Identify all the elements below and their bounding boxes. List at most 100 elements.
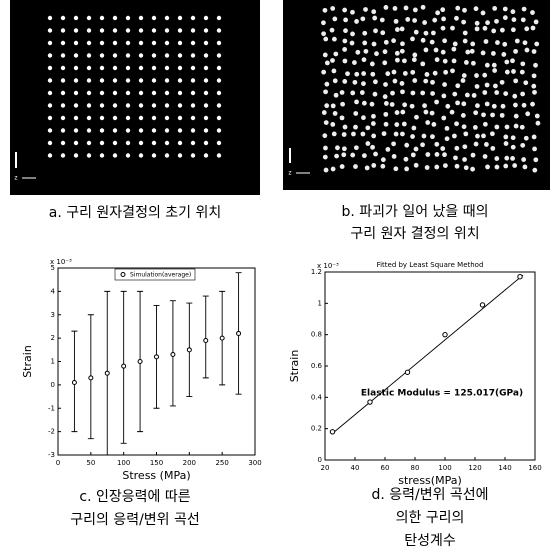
atom xyxy=(494,19,499,24)
atom xyxy=(48,128,52,132)
atom xyxy=(534,20,539,25)
atom xyxy=(74,91,78,95)
atom xyxy=(370,145,375,150)
atom xyxy=(513,78,518,83)
atom xyxy=(400,110,405,115)
atom xyxy=(355,50,360,55)
atom xyxy=(332,69,337,74)
atom xyxy=(217,78,221,82)
atom xyxy=(462,157,467,162)
atom xyxy=(422,103,427,108)
atom xyxy=(191,153,195,157)
atom xyxy=(410,37,415,42)
point xyxy=(122,364,126,368)
atom xyxy=(350,32,355,37)
atom xyxy=(390,102,395,107)
atom xyxy=(48,141,52,145)
atom xyxy=(365,125,370,130)
atom xyxy=(87,53,91,57)
atom xyxy=(74,16,78,20)
atom xyxy=(441,116,446,121)
point xyxy=(220,336,224,340)
atom xyxy=(410,70,415,75)
y-tick-label: 0.2 xyxy=(311,425,322,433)
atom xyxy=(403,71,408,76)
atom xyxy=(139,91,143,95)
atom xyxy=(113,53,117,57)
atom xyxy=(395,58,400,63)
atom xyxy=(394,122,399,127)
atom xyxy=(178,116,182,120)
atom xyxy=(324,120,329,125)
atom xyxy=(440,146,445,151)
atom xyxy=(524,136,529,141)
atom xyxy=(402,122,407,127)
atom xyxy=(485,63,490,68)
atom xyxy=(383,94,388,99)
atom xyxy=(463,39,468,44)
atom xyxy=(361,71,366,76)
atom xyxy=(431,31,436,36)
atom xyxy=(503,91,508,96)
atom xyxy=(61,141,65,145)
atom xyxy=(503,7,508,12)
atom xyxy=(520,125,525,130)
atom xyxy=(139,16,143,20)
atom xyxy=(87,141,91,145)
atom xyxy=(139,28,143,32)
atom xyxy=(321,20,326,25)
atom xyxy=(139,41,143,45)
atom xyxy=(61,128,65,132)
atom xyxy=(113,128,117,132)
atom xyxy=(420,91,425,96)
atom xyxy=(522,7,527,12)
atom xyxy=(362,57,367,62)
atom xyxy=(354,19,359,24)
atom xyxy=(178,103,182,107)
atom xyxy=(113,103,117,107)
point xyxy=(105,371,109,375)
atom xyxy=(412,57,417,62)
atom xyxy=(414,147,419,152)
atom xyxy=(331,167,336,172)
atom xyxy=(204,66,208,70)
atom xyxy=(335,145,340,150)
atom xyxy=(425,165,430,170)
atom xyxy=(461,78,466,83)
atom xyxy=(454,121,459,126)
atom xyxy=(455,100,460,105)
atom xyxy=(152,66,156,70)
atom xyxy=(392,70,397,75)
atom xyxy=(373,28,378,33)
atom xyxy=(217,16,221,20)
atom xyxy=(100,53,104,57)
atom xyxy=(515,39,520,44)
x-tick-label: 40 xyxy=(351,464,360,472)
atom xyxy=(530,102,535,107)
y-tick-label: 0.4 xyxy=(311,393,323,401)
atom xyxy=(490,146,495,151)
atom xyxy=(520,92,525,97)
atom xyxy=(371,9,376,14)
atom xyxy=(536,121,541,126)
atom xyxy=(178,53,182,57)
atom xyxy=(463,31,468,36)
atom xyxy=(87,41,91,45)
atom xyxy=(332,17,337,22)
atom xyxy=(113,78,117,82)
atom xyxy=(402,58,407,63)
atom xyxy=(152,78,156,82)
atom xyxy=(485,20,490,25)
atom xyxy=(126,116,130,120)
atom xyxy=(445,104,450,109)
atom xyxy=(412,78,417,83)
point xyxy=(480,303,484,307)
atom xyxy=(535,114,540,119)
atom xyxy=(126,128,130,132)
atom xyxy=(525,111,530,116)
point xyxy=(330,430,334,434)
atom xyxy=(494,156,499,161)
atom xyxy=(361,115,366,120)
caption: b. 파괴가 일어 났을 때의 xyxy=(341,204,488,220)
atom xyxy=(473,110,478,115)
